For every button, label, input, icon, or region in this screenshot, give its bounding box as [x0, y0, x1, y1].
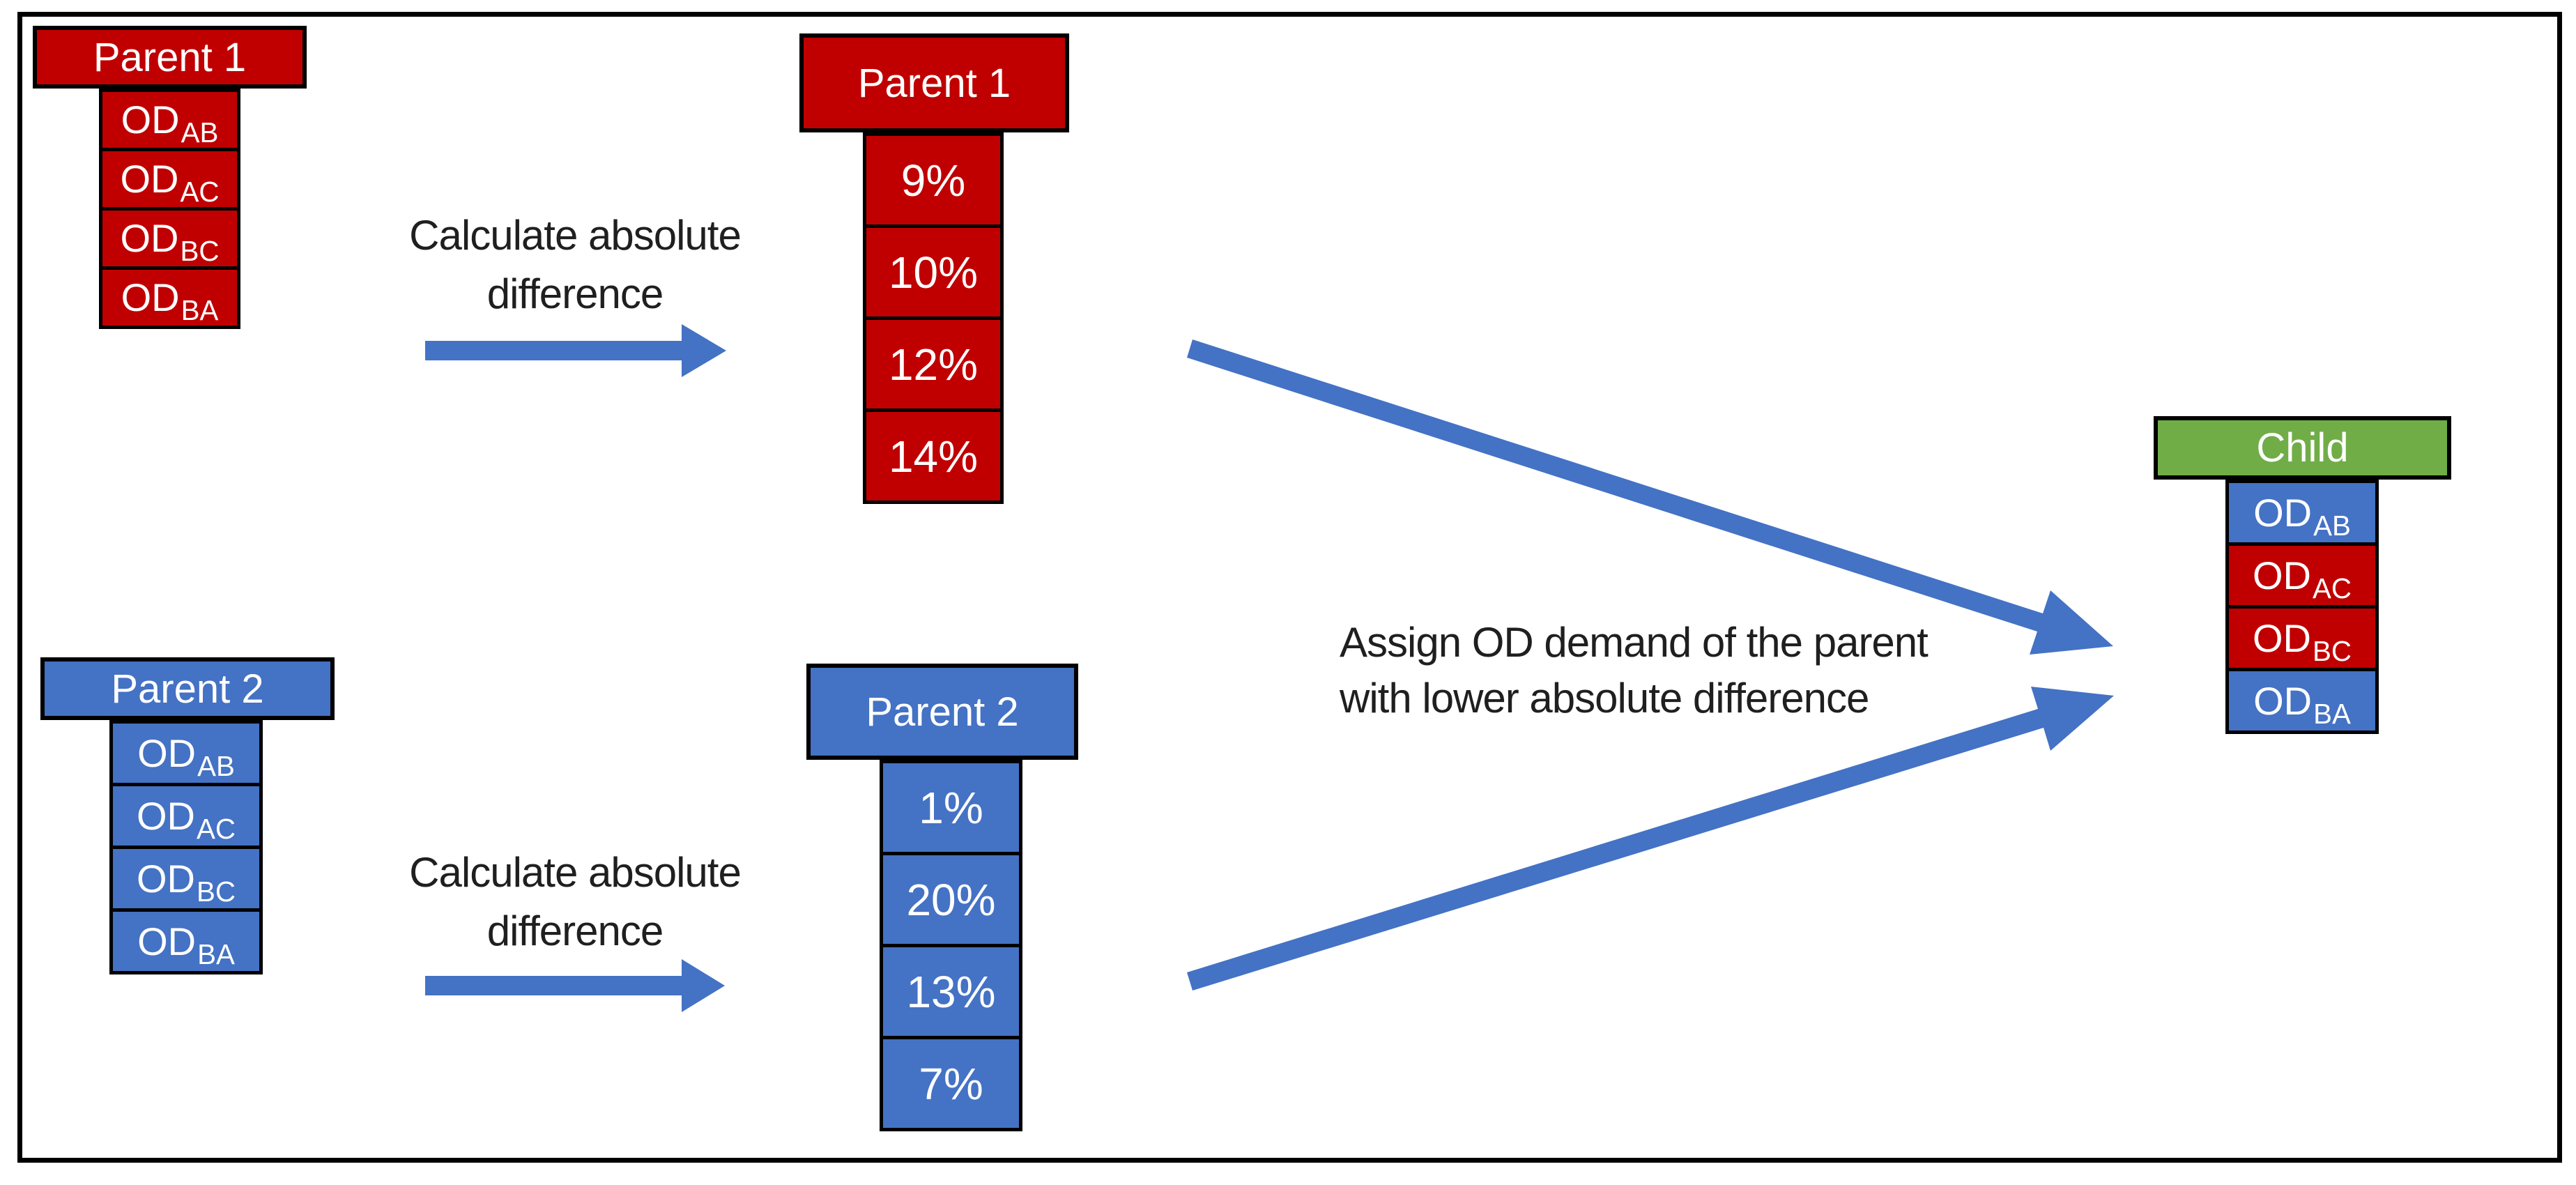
- diff-cell: 7%: [880, 1036, 1022, 1131]
- diff-cell: 1%: [880, 760, 1022, 855]
- diff-value: 1%: [919, 782, 983, 833]
- parent2-od-column: ODAB ODAC ODBC ODBA: [109, 720, 263, 974]
- diff-value: 10%: [888, 247, 979, 298]
- od-cell-label: ODAB: [2253, 490, 2351, 542]
- diff-cell: 10%: [863, 224, 1004, 320]
- od-cell-label: ODBA: [137, 919, 235, 970]
- diff-cell: 20%: [880, 852, 1022, 947]
- diff-value: 20%: [906, 874, 996, 925]
- parent1-diff-header: Parent 1: [799, 33, 1069, 132]
- calc-arrow-bottom-icon: [425, 959, 725, 1012]
- parent2-header: Parent 2: [40, 657, 335, 720]
- parent2-diff-header: Parent 2: [806, 664, 1078, 760]
- child-column: ODAB ODAC ODBC ODBA: [2225, 480, 2379, 734]
- diff-cell: 13%: [880, 944, 1022, 1039]
- od-cell-label: ODAB: [137, 731, 235, 782]
- diff-value: 7%: [919, 1058, 983, 1109]
- diff-value: 9%: [900, 155, 966, 206]
- od-cell-label: ODBA: [2253, 678, 2351, 730]
- diff-cell: 14%: [863, 408, 1004, 504]
- od-cell: ODBA: [109, 908, 263, 974]
- calc-label-bottom: Calculate absolute difference: [409, 849, 742, 954]
- od-cell: ODBA: [99, 266, 240, 329]
- child-cell: ODBC: [2225, 605, 2379, 671]
- assign-label: Assign OD demand of the parent with lowe…: [1340, 619, 1929, 721]
- diff-value: 14%: [888, 431, 979, 482]
- parent2-diff-column: 1% 20% 13% 7%: [880, 760, 1022, 1131]
- od-cell: ODBC: [99, 207, 240, 270]
- od-cell-label: ODAB: [121, 98, 219, 149]
- parent1-header: Parent 1: [33, 26, 307, 89]
- parent1-diff-column: 9% 10% 12% 14%: [863, 132, 1004, 504]
- parent1-od-column: ODAB ODAC ODBC ODBA: [99, 89, 240, 329]
- od-cell-label: ODAC: [120, 157, 220, 208]
- od-cell-label: ODBC: [136, 856, 236, 908]
- calc-label-top: Calculate absolute difference: [409, 212, 742, 317]
- child-header: Child: [2154, 416, 2451, 480]
- od-cell-label: ODBC: [120, 216, 220, 268]
- child-cell: ODBA: [2225, 668, 2379, 734]
- child-cell: ODAC: [2225, 542, 2379, 609]
- child-cell: ODAB: [2225, 480, 2379, 546]
- parent2-to-child-arrow-icon: [1187, 687, 2114, 991]
- diagram-border: [17, 12, 2562, 1163]
- od-cell-label: ODBA: [121, 275, 219, 327]
- calc-arrow-top-icon: [425, 324, 726, 377]
- od-cell-label: ODAC: [136, 793, 236, 845]
- od-cell-label: ODBC: [2252, 616, 2352, 667]
- diff-value: 13%: [906, 966, 996, 1017]
- diff-value: 12%: [888, 339, 979, 390]
- od-cell-label: ODAC: [2252, 553, 2352, 604]
- parent1-to-child-arrow-icon: [1187, 339, 2113, 655]
- diff-cell: 12%: [863, 316, 1004, 412]
